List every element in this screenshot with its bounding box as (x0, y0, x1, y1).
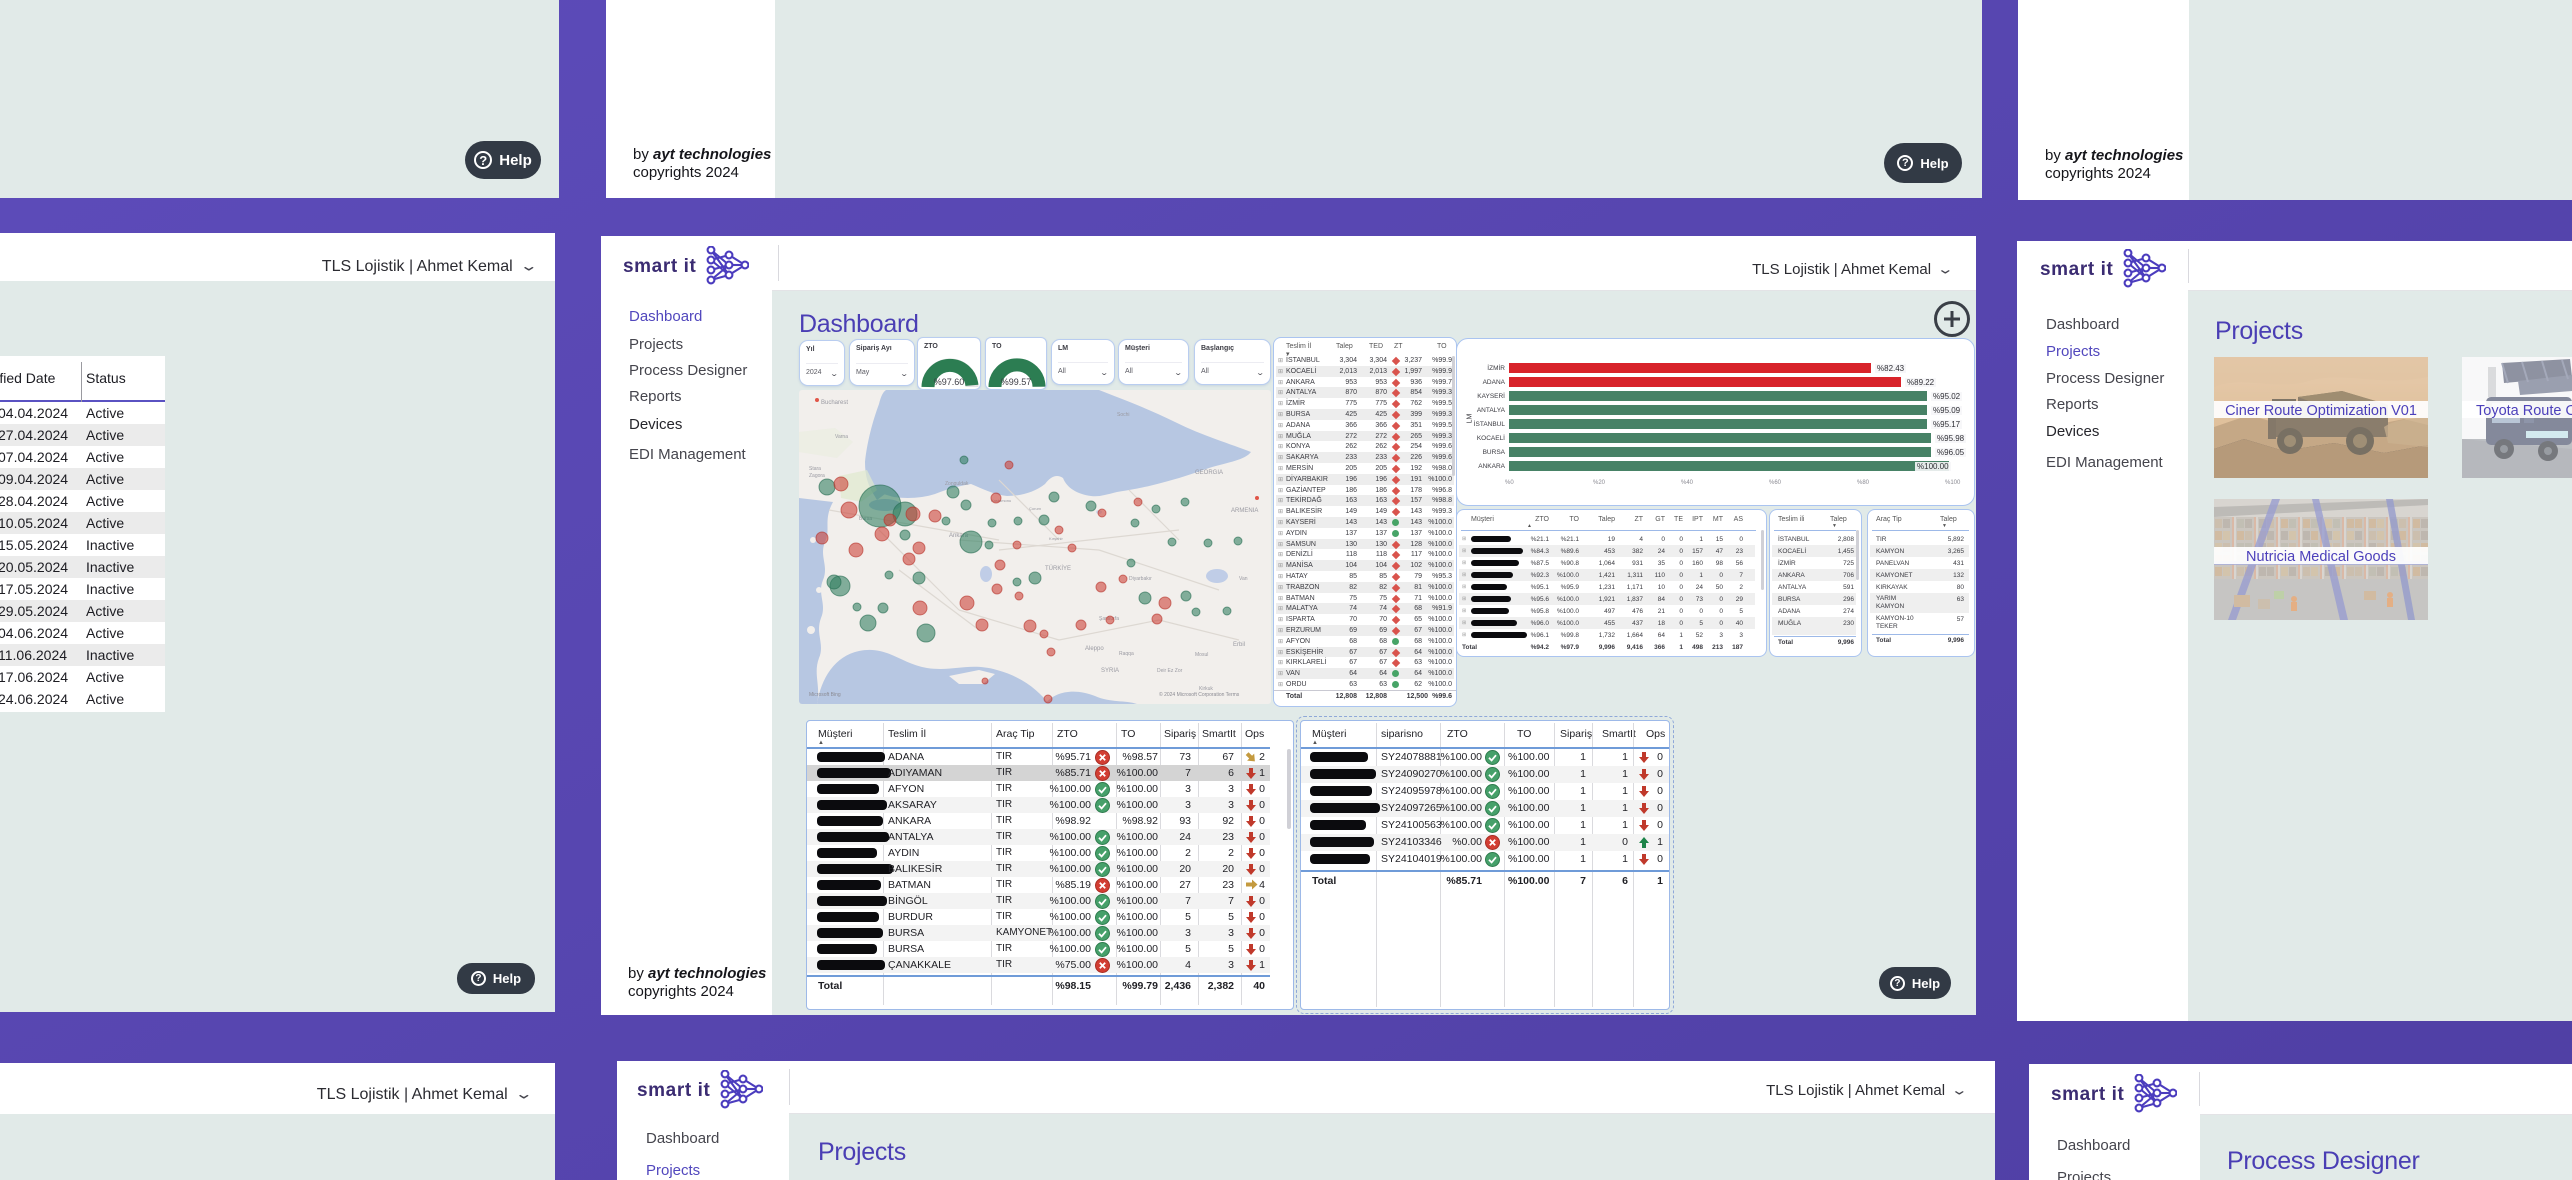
svg-text:Deir Ez Zor: Deir Ez Zor (1157, 668, 1183, 674)
svg-text:Varna: Varna (835, 434, 848, 440)
svg-text:Stara: Stara (809, 466, 821, 472)
svg-text:Raqqa: Raqqa (1119, 651, 1134, 657)
svg-text:Diyarbakır: Diyarbakır (1129, 576, 1152, 582)
svg-text:GEORGIA: GEORGIA (1195, 470, 1223, 476)
svg-text:Zonguldak: Zonguldak (945, 481, 969, 487)
svg-text:© 2024 Microsoft Corporation: © 2024 Microsoft Corporation Terms (1159, 691, 1240, 698)
svg-text:Çorum: Çorum (1029, 506, 1042, 511)
svg-text:Zagora: Zagora (809, 473, 825, 479)
svg-text:Bucharest: Bucharest (821, 400, 848, 406)
svg-text:Van: Van (1239, 576, 1248, 582)
svg-text:TÜRKİYE: TÜRKİYE (1045, 565, 1071, 572)
svg-text:ARMENIA: ARMENIA (1231, 508, 1258, 514)
svg-text:Erbil: Erbil (1233, 642, 1245, 648)
svg-text:Kirkuk: Kirkuk (1199, 686, 1213, 692)
svg-text:Kırşehir: Kırşehir (1049, 536, 1063, 541)
svg-text:Sochi: Sochi (1117, 412, 1130, 418)
svg-text:Aleppo: Aleppo (1085, 646, 1104, 652)
svg-text:SYRIA: SYRIA (1101, 668, 1119, 674)
svg-text:Ankara: Ankara (949, 533, 969, 539)
svg-text:Mosul: Mosul (1195, 652, 1208, 658)
svg-text:Kastamonu: Kastamonu (991, 498, 1011, 503)
svg-text:Microsoft Bing: Microsoft Bing (809, 692, 841, 698)
